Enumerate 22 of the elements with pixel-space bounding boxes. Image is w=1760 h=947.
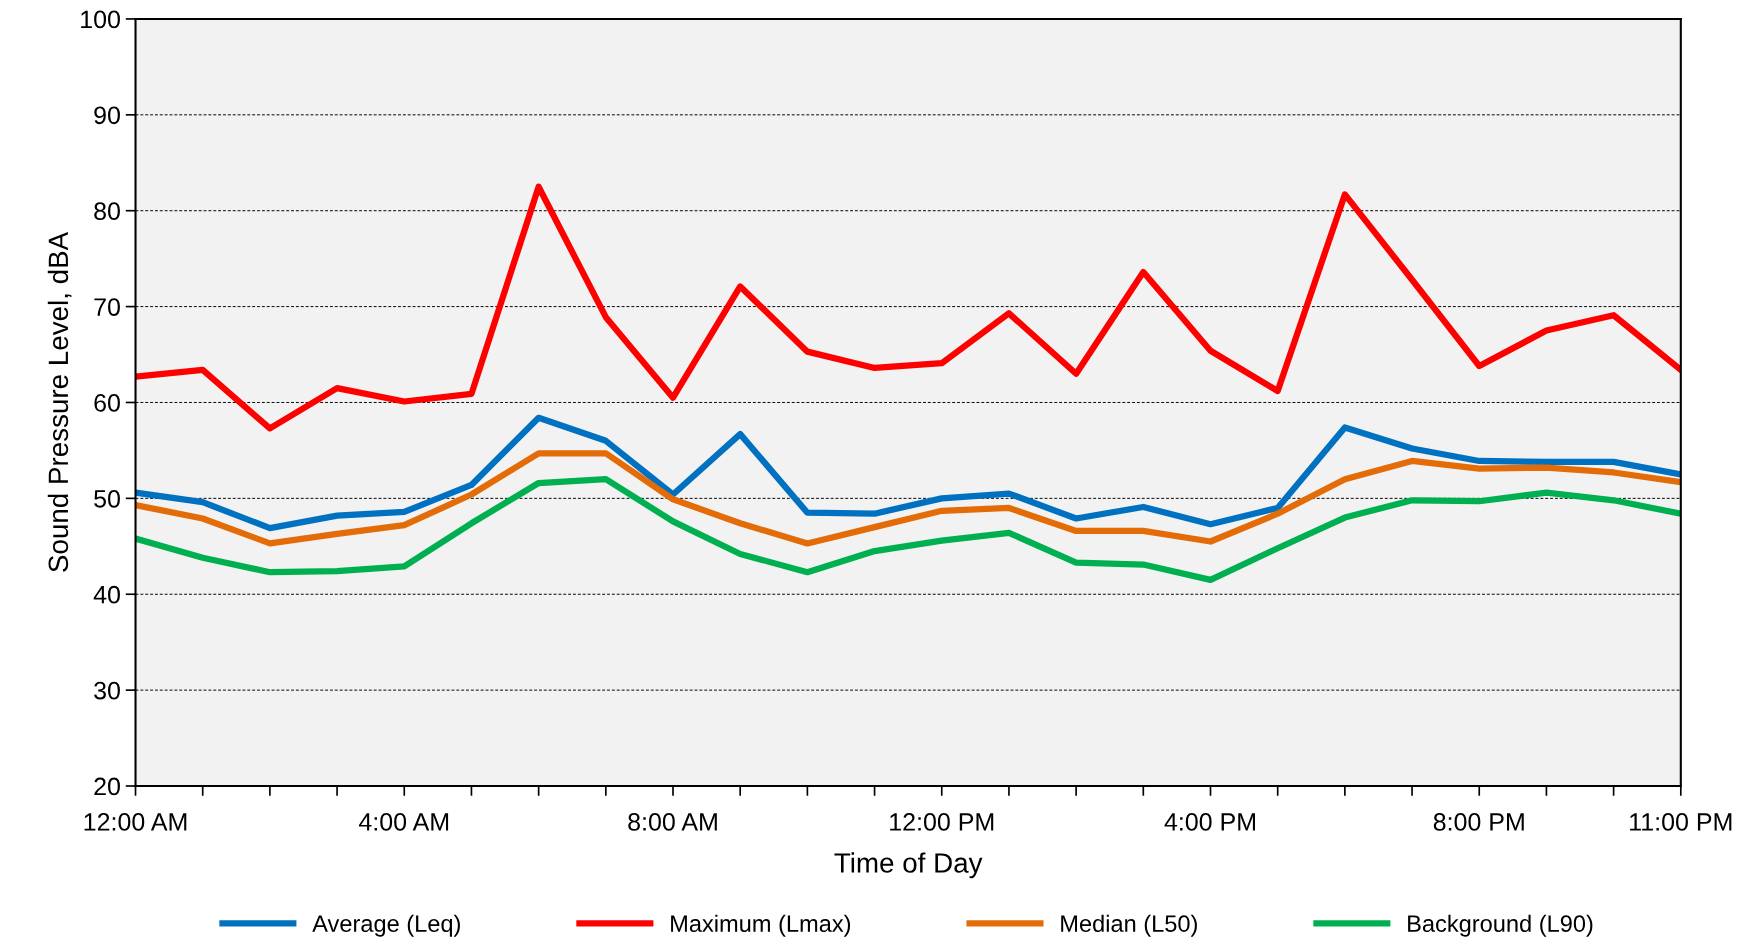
y-tick-label: 90: [94, 106, 120, 125]
y-axis-title: Sound Pressure Level, dBA: [47, 231, 72, 572]
x-axis-title: Time of Day: [834, 852, 983, 879]
x-tick-label: 4:00 PM: [1164, 813, 1255, 831]
x-tick-label: 12:00 PM: [890, 813, 994, 831]
x-tick-label: 12:00 AM: [84, 813, 187, 831]
legend-label: Median (L50): [1061, 914, 1197, 937]
legend-label: Maximum (Lmax): [671, 914, 851, 937]
y-tick-label: 100: [81, 10, 120, 29]
y-tick-label: 80: [94, 202, 120, 221]
y-tick-label: 40: [93, 585, 120, 604]
y-tick-label: 50: [94, 489, 120, 508]
legend-label: Background (L90): [1408, 914, 1593, 937]
x-tick-label: 11:00 PM: [1630, 813, 1732, 831]
x-tick-label: 8:00 PM: [1433, 813, 1524, 831]
y-tick-label: 70: [94, 298, 120, 316]
x-tick-label: 4:00 AM: [358, 813, 449, 831]
x-tick-label: 8:00 AM: [628, 813, 717, 831]
legend-label: Average (Leq): [312, 914, 460, 937]
y-tick-label: 60: [94, 394, 120, 412]
y-tick-label: 20: [94, 777, 120, 796]
y-tick-label: 30: [94, 681, 120, 700]
